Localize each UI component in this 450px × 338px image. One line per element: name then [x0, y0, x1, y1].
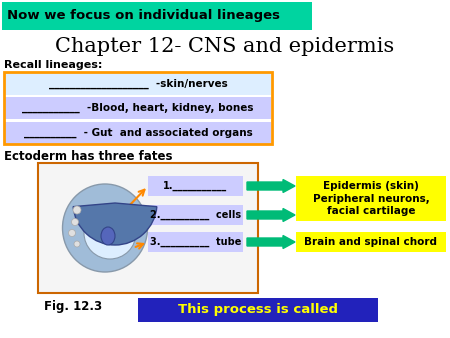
Text: ___________________  -skin/nerves: ___________________ -skin/nerves	[49, 79, 227, 89]
Text: This process is called: This process is called	[178, 304, 338, 316]
FancyBboxPatch shape	[148, 232, 243, 252]
Text: Epidermis (skin): Epidermis (skin)	[323, 181, 419, 191]
FancyBboxPatch shape	[5, 97, 271, 119]
Circle shape	[72, 218, 78, 225]
Text: ___________  -Blood, heart, kidney, bones: ___________ -Blood, heart, kidney, bones	[22, 103, 254, 113]
Ellipse shape	[63, 184, 148, 272]
Circle shape	[73, 206, 81, 214]
Text: Ectoderm has three fates: Ectoderm has three fates	[4, 150, 172, 163]
FancyBboxPatch shape	[138, 298, 378, 322]
Text: 3.__________  tube: 3.__________ tube	[150, 237, 241, 247]
FancyArrow shape	[247, 236, 295, 248]
Circle shape	[74, 241, 80, 247]
FancyArrow shape	[247, 179, 295, 193]
FancyBboxPatch shape	[148, 205, 243, 225]
FancyBboxPatch shape	[2, 2, 312, 30]
FancyBboxPatch shape	[296, 189, 446, 221]
Text: Now we focus on individual lineages: Now we focus on individual lineages	[7, 9, 280, 23]
FancyArrow shape	[247, 209, 295, 221]
FancyBboxPatch shape	[296, 176, 446, 196]
FancyBboxPatch shape	[296, 232, 446, 252]
Text: Brain and spinal chord: Brain and spinal chord	[305, 237, 437, 247]
Text: Fig. 12.3: Fig. 12.3	[44, 300, 102, 313]
Circle shape	[84, 207, 136, 259]
Circle shape	[68, 230, 76, 237]
Text: Chapter 12- CNS and epidermis: Chapter 12- CNS and epidermis	[55, 37, 395, 55]
Text: Peripheral neurons,
facial cartilage: Peripheral neurons, facial cartilage	[313, 194, 429, 216]
FancyBboxPatch shape	[148, 176, 243, 196]
Text: 1.___________: 1.___________	[163, 181, 228, 191]
FancyBboxPatch shape	[38, 163, 258, 293]
FancyBboxPatch shape	[5, 122, 271, 144]
Text: 2.__________  cells: 2.__________ cells	[150, 210, 241, 220]
FancyBboxPatch shape	[5, 73, 271, 95]
Text: Recall lineages:: Recall lineages:	[4, 60, 103, 70]
Text: __________  - Gut  and associated organs: __________ - Gut and associated organs	[23, 128, 252, 138]
Ellipse shape	[101, 227, 115, 245]
Wedge shape	[73, 203, 157, 245]
